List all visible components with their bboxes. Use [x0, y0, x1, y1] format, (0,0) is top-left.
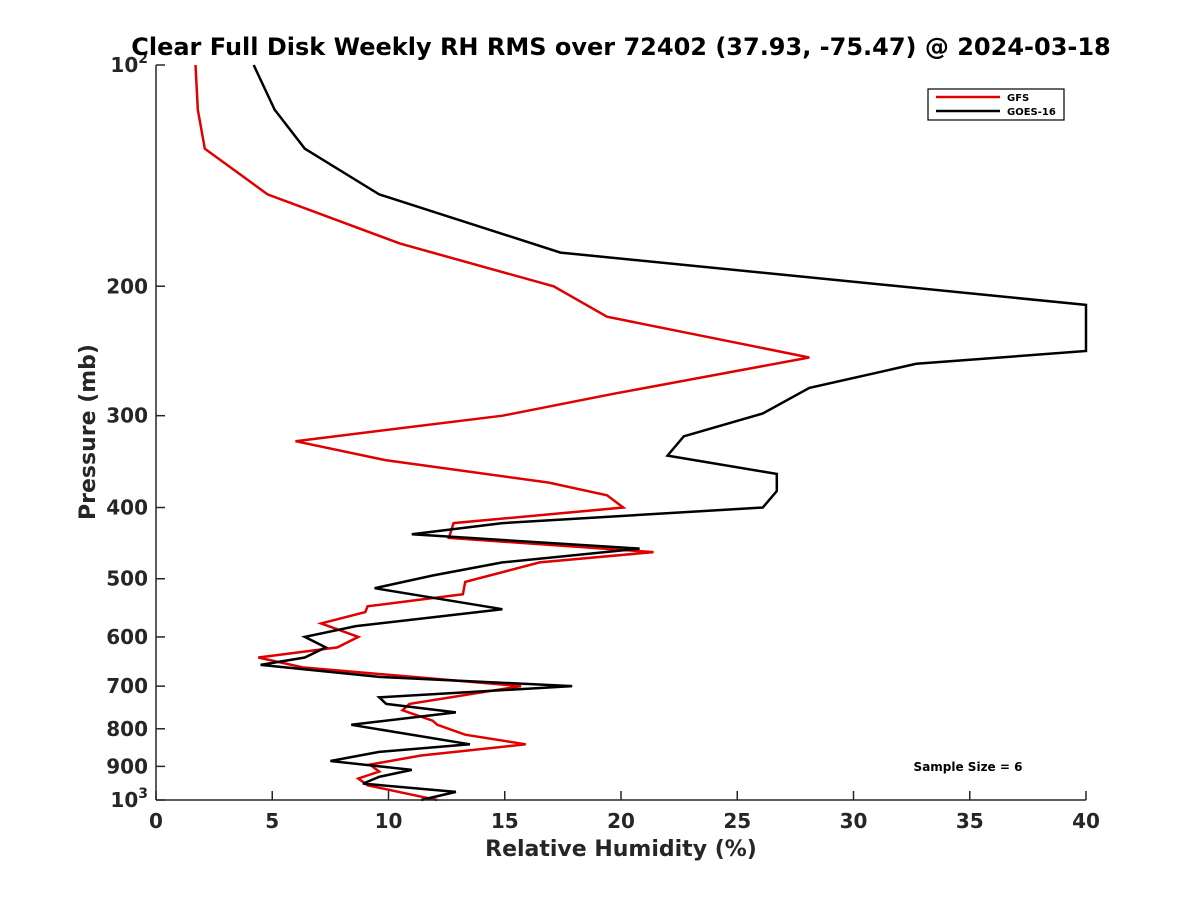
series-layer [194, 64, 1088, 802]
series-line-gfs [194, 64, 810, 802]
plot-area [156, 65, 1086, 800]
y-tick-label: 200 [106, 274, 148, 298]
y-tick-label: 102 [110, 51, 148, 77]
x-tick-label: 20 [607, 809, 635, 833]
y-tick-label: 103 [110, 786, 148, 812]
y-tick-label: 400 [106, 496, 148, 520]
x-tick-label: 15 [491, 809, 519, 833]
sample-size-annotation: Sample Size = 6 [914, 760, 1023, 774]
x-tick-label: 5 [265, 809, 279, 833]
y-tick-label: 500 [106, 567, 148, 591]
x-tick-label: 10 [375, 809, 403, 833]
x-ticks: 0 5 10 15 20 25 30 35 40 [149, 791, 1100, 833]
y-tick-label: 300 [106, 404, 148, 428]
legend-box [927, 88, 1065, 121]
y-axis-label: Pressure (mb) [76, 344, 101, 520]
y-tick-label: 900 [106, 754, 148, 778]
x-tick-label: 40 [1072, 809, 1100, 833]
y-tick-label: 700 [106, 674, 148, 698]
y-ticks: 102 200 300 400 500 600 700 800 900 103 [106, 51, 165, 812]
series-line-goes16 [252, 64, 1088, 802]
legend-label-goes16: GOES-16 [1007, 107, 1056, 118]
y-tick-label: 600 [106, 625, 148, 649]
x-tick-label: 0 [149, 809, 163, 833]
x-tick-label: 25 [723, 809, 751, 833]
legend-label-gfs: GFS [1007, 93, 1029, 104]
chart-title: Clear Full Disk Weekly RH RMS over 72402… [131, 33, 1111, 61]
legend: GFS GOES-16 [927, 88, 1065, 121]
x-tick-label: 30 [840, 809, 868, 833]
x-axis-label: Relative Humidity (%) [485, 837, 757, 862]
y-tick-label: 800 [106, 717, 148, 741]
x-tick-label: 35 [956, 809, 984, 833]
